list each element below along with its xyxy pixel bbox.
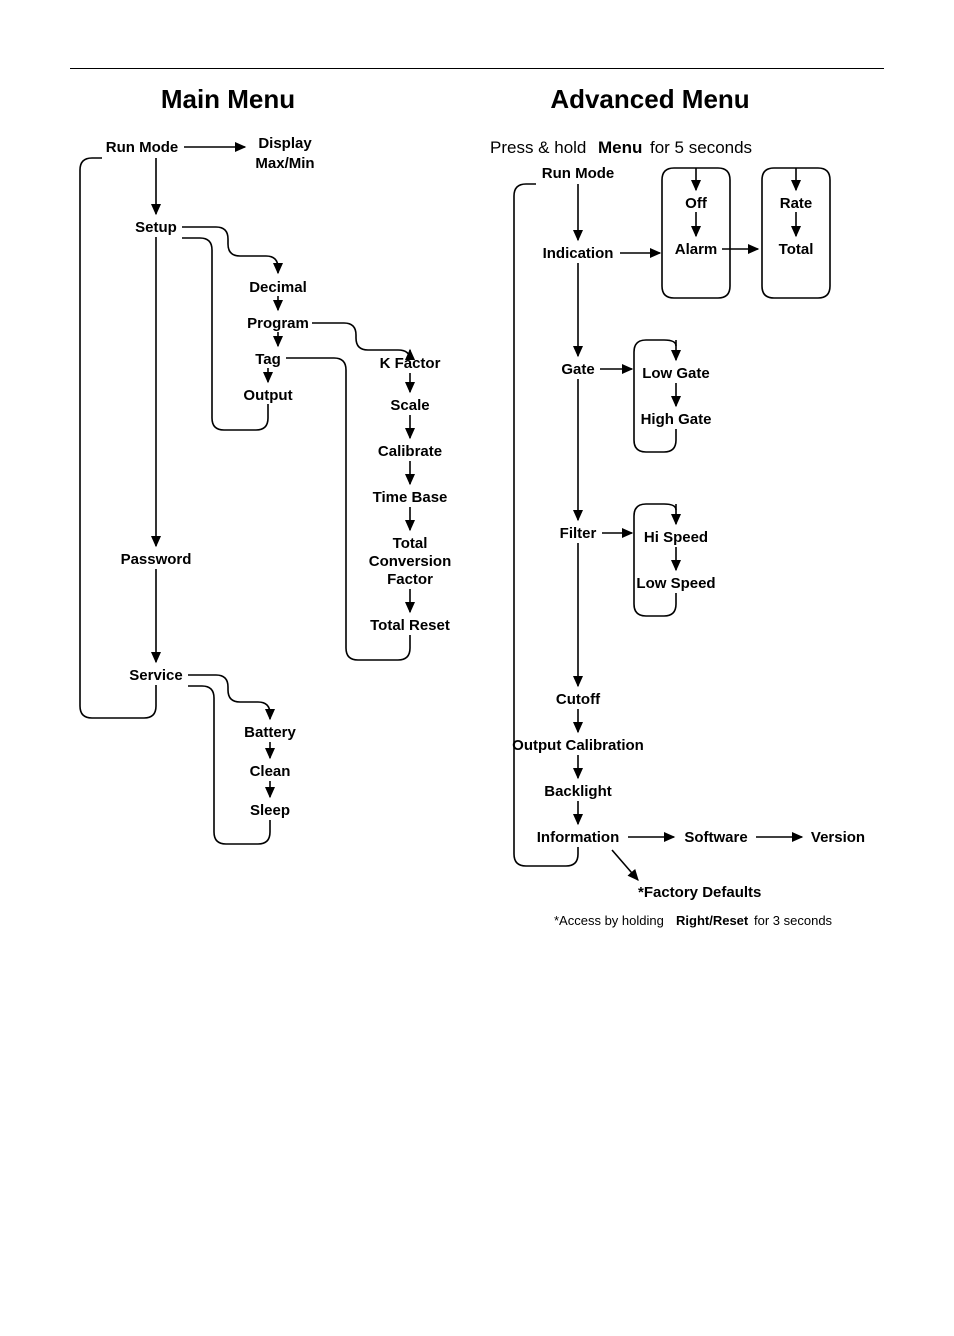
filter-label: Filter [560, 525, 597, 542]
battery-label: Battery [244, 724, 296, 741]
decimal-label: Decimal [249, 279, 307, 296]
press-b: Menu [598, 138, 642, 157]
adv-title: Advanced Menu [550, 84, 749, 114]
tag-label: Tag [255, 351, 281, 368]
note-c: for 3 seconds [754, 913, 833, 928]
note-b: Right/Reset [676, 913, 749, 928]
factory-label: *Factory Defaults [638, 884, 761, 901]
backlight-label: Backlight [544, 783, 612, 800]
lowgate-label: Low Gate [642, 365, 710, 382]
total-label: Total [393, 535, 428, 552]
password-label: Password [121, 551, 192, 568]
lowspeed-label: Low Speed [636, 575, 715, 592]
sleep-label: Sleep [250, 802, 290, 819]
page: Main Menu Run Mode Display Max/Min Setup… [0, 0, 954, 1336]
off-label: Off [685, 195, 708, 212]
software-label: Software [684, 829, 747, 846]
total-adv-label: Total [779, 241, 814, 258]
highgate-label: High Gate [641, 411, 712, 428]
factor-label: Factor [387, 571, 433, 588]
alarm-label: Alarm [675, 241, 718, 258]
note-a: *Access by holding [554, 913, 664, 928]
conv-label: Conversion [369, 553, 452, 570]
timebase-label: Time Base [373, 489, 448, 506]
clean-label: Clean [250, 763, 291, 780]
adv-runmode-label: Run Mode [542, 165, 615, 182]
totalreset-label: Total Reset [370, 617, 450, 634]
cutoff-label: Cutoff [556, 691, 601, 708]
gate-label: Gate [561, 361, 594, 378]
calibrate-label: Calibrate [378, 443, 442, 460]
hispeed-label: Hi Speed [644, 529, 708, 546]
version-label: Version [811, 829, 865, 846]
display-label: Display [258, 135, 312, 152]
program-label: Program [247, 315, 309, 332]
maxmin-label: Max/Min [255, 155, 314, 172]
rate-label: Rate [780, 195, 813, 212]
service-label: Service [129, 667, 182, 684]
run-mode-label: Run Mode [106, 139, 179, 156]
output-label: Output [243, 387, 292, 404]
outcal-label: Output Calibration [512, 737, 644, 754]
flowchart-svg: Main Menu Run Mode Display Max/Min Setup… [0, 0, 954, 1336]
information-label: Information [537, 829, 620, 846]
scale-label: Scale [390, 397, 429, 414]
press-c: for 5 seconds [650, 138, 752, 157]
main-title: Main Menu [161, 84, 295, 114]
kfactor-label: K Factor [380, 355, 441, 372]
setup-label: Setup [135, 219, 177, 236]
indication-label: Indication [543, 245, 614, 262]
press-a: Press & hold [490, 138, 586, 157]
